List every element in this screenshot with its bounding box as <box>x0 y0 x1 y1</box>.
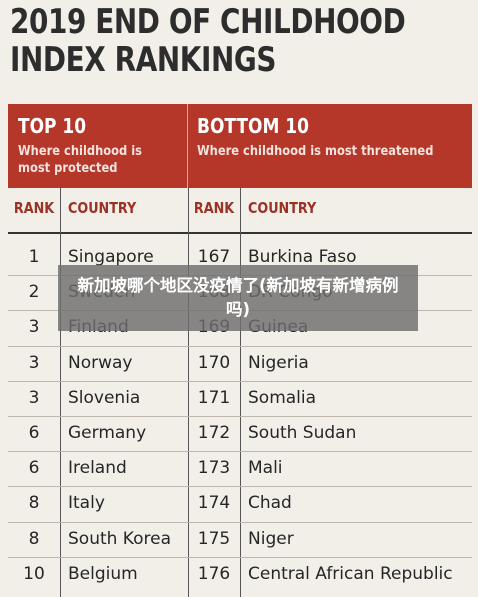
row-line <box>8 381 472 382</box>
rank-cell: 176 <box>197 564 231 584</box>
country-cell: South Korea <box>68 529 172 549</box>
row-line <box>8 416 472 417</box>
country-cell: Nigeria <box>248 353 309 373</box>
country-cell: Chad <box>248 493 292 513</box>
group-title: BOTTOM 10 <box>197 114 309 138</box>
rank-cell: 6 <box>28 458 40 478</box>
row-line <box>8 486 472 487</box>
row-line <box>8 522 472 523</box>
country-cell: Burkina Faso <box>248 247 357 267</box>
band-divider <box>187 104 188 188</box>
country-cell: Mali <box>248 458 283 478</box>
rank-cell: 3 <box>28 317 40 337</box>
rank-cell: 170 <box>197 353 231 373</box>
rank-cell: 3 <box>28 353 40 373</box>
country-cell: Slovenia <box>68 388 141 408</box>
rank-cell: 6 <box>28 423 40 443</box>
country-cell: Singapore <box>68 247 154 267</box>
country-cell: Ireland <box>68 458 127 478</box>
country-cell: Norway <box>68 353 133 373</box>
country-cell: Italy <box>68 493 105 513</box>
row-line <box>8 557 472 558</box>
row-line <box>8 346 472 347</box>
column-line <box>60 188 61 597</box>
country-cell: South Sudan <box>248 423 357 443</box>
country-cell: Somalia <box>248 388 317 408</box>
group-subtitle: most protected <box>18 160 118 176</box>
rank-cell: 174 <box>197 493 231 513</box>
group-subtitle: Where childhood is <box>18 143 143 159</box>
rank-cell: 173 <box>197 458 231 478</box>
country-cell: Germany <box>68 423 147 443</box>
overlay-caption: 新加坡哪个地区没疫情了(新加坡有新增病例吗) <box>58 265 418 331</box>
rank-cell: 171 <box>197 388 231 408</box>
column-header: COUNTRY <box>248 199 317 217</box>
rank-cell: 3 <box>28 388 40 408</box>
title-line: INDEX RANKINGS <box>10 40 277 80</box>
group-title: TOP 10 <box>18 114 87 138</box>
rank-cell: 167 <box>197 247 231 267</box>
row-line <box>8 451 472 452</box>
header-band <box>8 104 472 188</box>
column-line <box>240 188 241 597</box>
country-cell: Central African Republic <box>248 564 453 584</box>
rank-cell: 8 <box>28 493 40 513</box>
column-header: RANK <box>13 199 55 217</box>
column-header: COUNTRY <box>68 199 137 217</box>
rank-cell: 172 <box>197 423 231 443</box>
column-line <box>188 188 189 597</box>
rank-cell: 175 <box>197 529 231 549</box>
rank-cell: 2 <box>28 282 40 302</box>
country-cell: Niger <box>248 529 294 549</box>
country-cell: Belgium <box>68 564 138 584</box>
rank-cell: 10 <box>23 564 45 584</box>
column-header: RANK <box>193 199 235 217</box>
group-subtitle: Where childhood is most threatened <box>197 143 434 159</box>
rank-cell: 8 <box>28 529 40 549</box>
title-line: 2019 END OF CHILDHOOD <box>10 2 406 42</box>
rank-cell: 1 <box>28 247 40 267</box>
